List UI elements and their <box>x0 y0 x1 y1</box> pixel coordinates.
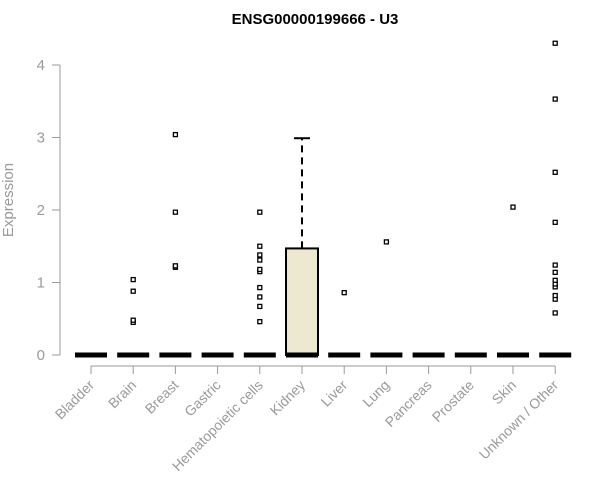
outlier-point <box>257 266 263 273</box>
box-group <box>370 239 403 358</box>
outlier-point <box>552 219 558 225</box>
box-body <box>285 247 319 356</box>
x-tick-label: Lung <box>359 377 392 410</box>
y-tick-label: 1 <box>37 275 45 292</box>
outlier-point <box>341 289 347 296</box>
outlier-point <box>552 292 558 299</box>
box-group <box>159 131 192 358</box>
outlier-point <box>552 310 558 316</box>
y-tick-label: 3 <box>37 130 45 147</box>
outlier-point <box>552 40 558 46</box>
outlier-point <box>172 209 179 215</box>
y-tick-label: 0 <box>37 347 45 364</box>
x-tick-label: Bladder <box>52 377 98 423</box>
box-group <box>328 289 361 358</box>
x-tick-label: Kidney <box>267 377 309 419</box>
outlier-point <box>510 204 516 210</box>
outlier-point <box>257 243 263 249</box>
y-axis: 0 1 2 3 4 <box>37 57 61 364</box>
x-tick-label: Pancreas <box>382 377 435 430</box>
outlier-point <box>552 169 558 175</box>
x-tick-label: Skin <box>489 377 520 408</box>
outlier-point <box>130 276 136 283</box>
y-tick-label: 2 <box>37 202 45 219</box>
outlier-point <box>172 263 179 269</box>
outlier-point <box>257 294 263 300</box>
outlier-point <box>172 131 179 138</box>
y-tick-label: 4 <box>37 57 45 74</box>
x-tick-label: Brain <box>105 377 139 411</box>
outlier-point <box>130 288 136 294</box>
outlier-point <box>257 252 263 258</box>
outlier-point <box>257 209 263 215</box>
chart-title: ENSG00000199666 - U3 <box>232 11 399 28</box>
outlier-point <box>257 257 263 263</box>
box-series <box>75 40 572 358</box>
outlier-point <box>257 284 263 291</box>
outlier-point <box>257 318 263 325</box>
x-tick-label: Prostate <box>429 377 477 425</box>
x-tick-label: Liver <box>318 377 351 410</box>
x-tick-label: Unknown / Other <box>476 377 562 463</box>
y-axis-label: Expression <box>0 163 17 237</box>
outlier-point <box>383 239 390 245</box>
outlier-point <box>130 317 136 323</box>
outlier-point <box>257 303 263 310</box>
box-group <box>285 137 319 358</box>
box-group <box>539 40 572 358</box>
outlier-point <box>552 262 558 268</box>
outlier-point <box>552 277 558 283</box>
box-group <box>497 204 529 358</box>
x-tick-label: Breast <box>142 377 182 417</box>
box-group <box>243 209 276 358</box>
outlier-point <box>552 269 558 276</box>
outlier-point <box>552 96 558 102</box>
box-group <box>117 276 150 358</box>
